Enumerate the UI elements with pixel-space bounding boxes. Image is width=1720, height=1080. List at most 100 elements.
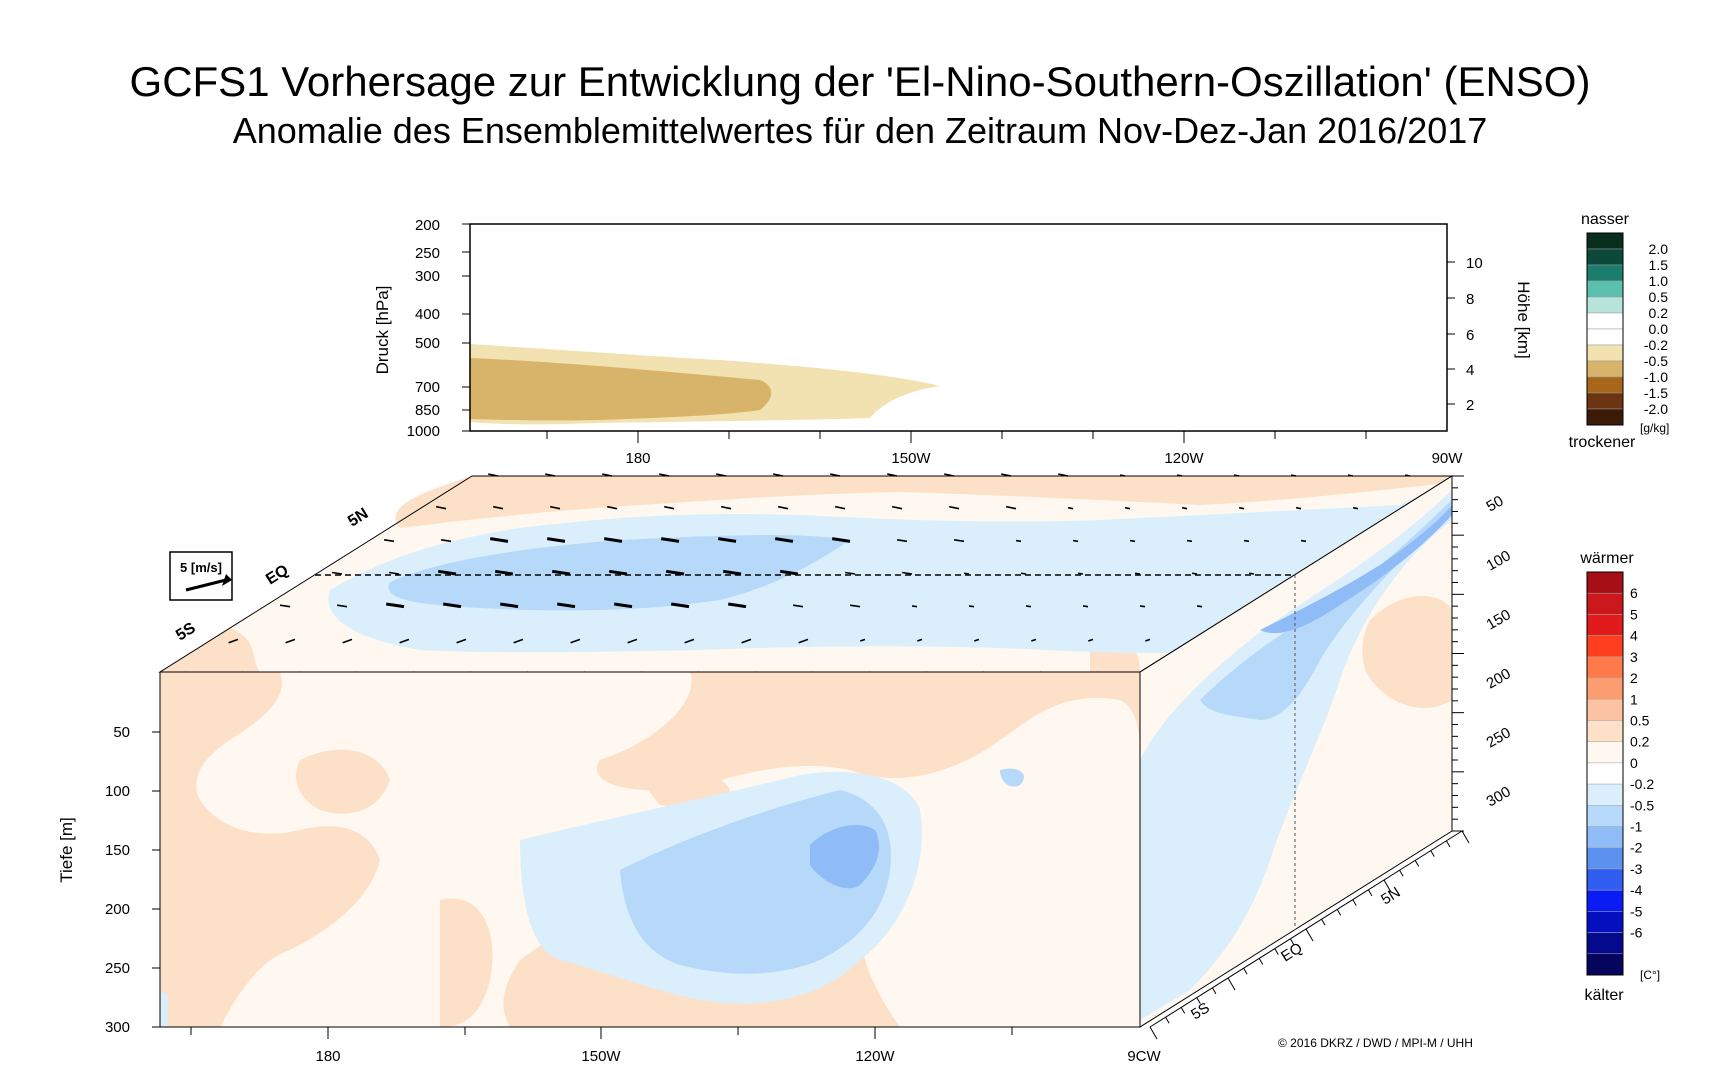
temperature-level-label: -2 [1630,840,1643,856]
wind-arrow [1129,539,1136,543]
wind-arrow [436,505,447,510]
pressure-tick-label: 300 [415,268,440,285]
wind-arrow [383,539,395,543]
humidity-labels: 2.01.51.00.50.20.0-0.2-0.5-1.0-1.5-2.0 [1644,241,1668,417]
wind-arrow [1119,474,1126,477]
side-depth-label: 100 [1484,547,1514,574]
wind-arrow [849,604,861,608]
temperature-level-label: -1 [1630,819,1643,835]
lat-tick [1461,830,1470,844]
lat-tick [1445,840,1451,848]
wind-arrow [779,569,799,576]
temperature-level-label: -3 [1630,861,1643,877]
humidity-swatch [1586,360,1624,378]
surface-lat-label: 5N [345,505,371,530]
section-warm-patch-1 [296,749,390,814]
wind-arrow [1233,474,1240,477]
wind-arrow [1347,474,1354,477]
wind-arrow [1134,572,1141,575]
lat-tick [1321,918,1326,926]
wind-arrow [1025,605,1032,608]
surface-lat-label: 5S [173,619,199,644]
wind-arrows [176,473,1411,677]
depth-tick-label: 100 [105,783,130,800]
temperature-swatch [1586,805,1624,827]
wind-arrow [545,473,556,477]
wind-arrow [963,572,970,575]
humidity-swatch [1586,344,1624,362]
wind-arrow [228,638,239,644]
wind-arrow [488,473,499,477]
wind-arrow [493,505,504,510]
wind-arrow [1290,474,1297,477]
wind-arrow [664,505,675,510]
temperature-swatch [1586,868,1624,891]
wind-arrow [550,505,561,510]
humidity-swatch [1586,296,1624,314]
pressure-axis-label: Druck [hPa] [373,286,392,375]
copyright-notice: © 2016 DKRZ / DWD / MPI-M / UHH [1278,1036,1473,1050]
section-cold-west-edge [160,990,168,1027]
humidity-level-label: -0.5 [1644,353,1668,369]
wind-arrow [399,638,410,644]
temperature-swatch [1586,592,1624,615]
side-warm-east [1362,596,1452,709]
surface-warm-south [160,628,260,672]
wind-arrow [944,473,955,477]
wind-arrow [901,571,913,575]
wind-scale-arrow [185,574,232,592]
pressure-tick-label: 400 [415,306,440,323]
lon-tick-label: 150W [581,1048,621,1065]
lat-ticks [1149,830,1470,1040]
pressure-tick-label: 850 [415,402,440,419]
wind-arrow [570,638,581,644]
temperature-labels: 6 5 4 3 2 1 0.5 0.2 0 -0.2 -0.5 -1 -2 -3 -4 -5 -6 [1630,585,1654,940]
humidity-colorbar: nasser 2.01.51.00.50.20.0-0.2-0.5-1.0-1.… [1569,211,1670,451]
side-depth-label: 200 [1484,665,1514,692]
wind-arrow [1088,638,1094,642]
humidity-swatches [1586,232,1624,426]
wind-arrow [342,638,353,644]
temperature-colorbar-bottom-label: kälter [1584,987,1624,1004]
wind-arrow [331,571,343,575]
temperature-level-label: 3 [1630,649,1638,665]
temperature-level-label: 4 [1630,628,1638,644]
temperature-swatch [1586,932,1624,955]
temperature-swatch [1586,953,1624,976]
temperature-unit: [C°] [1640,968,1660,982]
wind-arrow [835,505,846,510]
humidity-swatch [1586,280,1624,298]
temperature-level-label: -6 [1630,925,1643,941]
wind-arrow [896,539,908,543]
wind-arrow [385,602,405,609]
temperature-swatch [1586,911,1624,933]
height-tick-label: 4 [1466,362,1474,379]
wind-arrow [949,505,960,510]
wind-arrow [860,638,866,642]
wind-arrow [1077,572,1084,575]
humidity-swatch [1586,328,1624,346]
wind-arrow [717,537,737,543]
lat-tick [1336,909,1342,916]
pressure-tick-label: 200 [415,217,440,234]
lat-tick [1305,928,1314,942]
lat-tick [1289,938,1295,946]
temperature-swatch [1586,720,1624,742]
atmosphere-panel: 200 250 300 400 500 700 850 1000 Druck [… [373,217,1533,467]
temperature-level-label: 0.5 [1630,712,1650,728]
temperature-colorbar-top-label: wärmer [1579,550,1634,567]
section-cold-small [1000,768,1024,787]
wind-arrow [613,602,633,609]
depth-tick-label: 50 [113,724,130,741]
lon-tick-label: 180 [315,1048,340,1065]
wind-arrow [336,604,348,608]
lon-tick-label: 9CW [1127,1048,1161,1065]
pressure-tick-label: 250 [415,245,440,262]
temperature-colorbar: wärmer 6 5 4 3 2 1 0.5 0.2 0 -0.2 -0.5 -1 -2 -3 -4 -5 -6… [1579,550,1660,1004]
humidity-level-label: -2.0 [1644,401,1668,417]
temperature-swatch [1586,656,1624,679]
wind-arrow [513,638,524,644]
lat-tick [1274,948,1279,955]
wind-arrow [953,539,965,543]
